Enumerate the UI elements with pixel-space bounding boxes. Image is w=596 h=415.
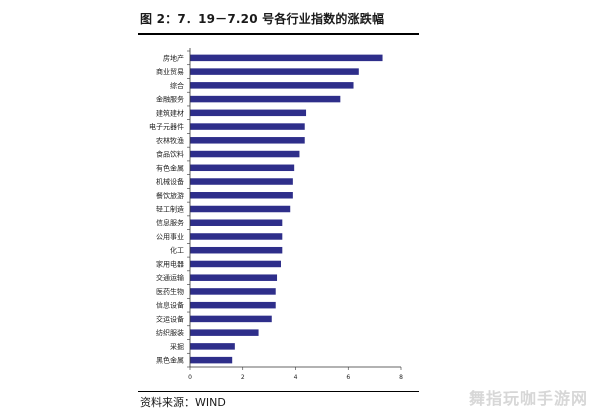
category-label-18: 信息设备 <box>156 301 184 310</box>
category-label-20: 纺织服装 <box>156 328 184 337</box>
bar-13 <box>190 233 283 240</box>
bar-2 <box>190 82 354 89</box>
category-label-9: 机械设备 <box>156 177 184 186</box>
bar-20 <box>190 329 259 336</box>
x-tick-label-3: 6 <box>346 374 350 381</box>
category-label-0: 房地产 <box>163 53 184 62</box>
category-label-11: 轻工制造 <box>156 205 184 214</box>
bar-4 <box>190 109 307 117</box>
category-label-22: 黑色金属 <box>156 356 184 365</box>
x-tick-label-0: 0 <box>188 374 192 381</box>
bar-12 <box>190 219 283 226</box>
bars-layer <box>190 54 383 364</box>
bar-7 <box>190 150 300 158</box>
bar-8 <box>190 164 295 172</box>
category-label-4: 建筑建材 <box>156 108 184 117</box>
bar-6 <box>190 137 305 144</box>
category-label-12: 信息服务 <box>156 218 184 227</box>
x-tick-label-4: 8 <box>399 374 403 381</box>
source-note: 资料来源：WIND <box>140 396 226 409</box>
category-label-21: 采掘 <box>170 342 184 351</box>
category-label-6: 农林牧渔 <box>156 136 184 145</box>
bar-0 <box>190 54 383 62</box>
bar-19 <box>190 315 272 323</box>
title-rule <box>138 33 419 35</box>
watermark: 舞指玩咖手游网 <box>468 389 588 408</box>
bar-21 <box>190 343 235 350</box>
bar-16 <box>190 274 278 281</box>
category-label-8: 有色金属 <box>156 163 184 172</box>
bar-18 <box>190 301 276 309</box>
category-label-3: 金融服务 <box>156 95 184 104</box>
x-tick-label-1: 2 <box>241 374 245 381</box>
bar-15 <box>190 260 281 268</box>
category-label-10: 餐饮旅游 <box>156 191 184 200</box>
bar-14 <box>190 246 283 254</box>
category-label-17: 医药生物 <box>156 287 184 296</box>
source-rule <box>138 391 419 392</box>
category-label-13: 公用事业 <box>156 232 184 241</box>
bar-17 <box>190 288 276 295</box>
bar-1 <box>190 68 359 75</box>
bar-5 <box>190 123 305 130</box>
bar-9 <box>190 178 293 185</box>
figure-title: 图 2：7．19－7.20 号各行业指数的涨跌幅 <box>140 12 385 26</box>
bar-10 <box>190 192 293 199</box>
bar-11 <box>190 205 291 213</box>
axes-layer: 0 2 4 6 8 <box>187 48 403 381</box>
category-labels-layer: 房地产商业贸易综合金融服务建筑建材电子元器件农林牧渔食品饮料有色金属机械设备餐饮… <box>149 53 184 364</box>
category-label-2: 综合 <box>170 81 184 90</box>
category-label-19: 交运设备 <box>156 314 184 323</box>
x-tick-label-2: 4 <box>294 374 298 381</box>
bar-22 <box>190 356 233 364</box>
category-label-15: 家用电器 <box>156 259 184 268</box>
category-label-16: 交通运输 <box>156 273 184 282</box>
category-label-7: 食品饮料 <box>156 150 184 159</box>
category-label-5: 电子元器件 <box>149 122 184 131</box>
category-label-1: 商业贸易 <box>156 67 184 76</box>
bar-3 <box>190 95 341 103</box>
category-label-14: 化工 <box>170 246 184 255</box>
